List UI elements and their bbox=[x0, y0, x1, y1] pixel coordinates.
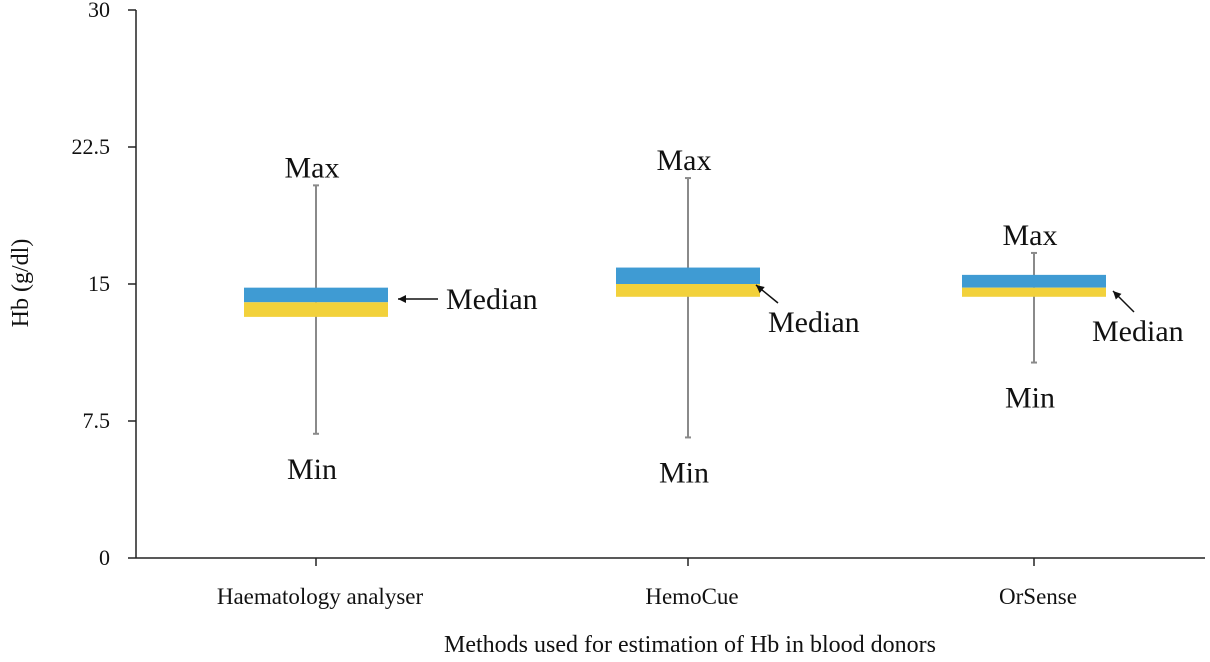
median-arrow-head bbox=[756, 285, 765, 294]
min-label: Min bbox=[659, 456, 709, 489]
min-label: Min bbox=[1005, 382, 1055, 415]
y-axis-title: Hb (g/dl) bbox=[8, 239, 34, 328]
y-tick-label: 30 bbox=[88, 0, 110, 22]
y-tick-label: 22.5 bbox=[72, 134, 111, 159]
box-lower bbox=[244, 302, 388, 317]
plot-area: 0 7.5 15 22.5 30 Haematology analyser HemoCue O… bbox=[72, 0, 1205, 609]
median-arrow-head bbox=[398, 295, 406, 303]
x-axis-title: Methods used for estimation of Hb in blo… bbox=[444, 632, 936, 658]
y-tick-label: 0 bbox=[99, 545, 110, 570]
box-upper bbox=[962, 274, 1106, 288]
category-label: Haematology analyser bbox=[217, 584, 424, 609]
category-label: HemoCue bbox=[645, 584, 738, 609]
median-arrow-head bbox=[1113, 291, 1122, 300]
y-tick-label: 15 bbox=[88, 271, 110, 296]
box-upper bbox=[616, 267, 760, 284]
median-label: Median bbox=[768, 306, 860, 339]
min-label: Min bbox=[287, 453, 337, 486]
max-label: Max bbox=[285, 151, 340, 184]
y-tick-label: 7.5 bbox=[83, 408, 111, 433]
max-label: Max bbox=[657, 144, 712, 177]
box-lower bbox=[616, 284, 760, 297]
max-label: Max bbox=[1003, 219, 1058, 252]
box-lower bbox=[962, 287, 1106, 297]
box-upper bbox=[244, 287, 388, 303]
median-label: Median bbox=[1092, 315, 1184, 348]
category-label: OrSense bbox=[999, 584, 1077, 609]
median-label: Median bbox=[446, 283, 538, 316]
